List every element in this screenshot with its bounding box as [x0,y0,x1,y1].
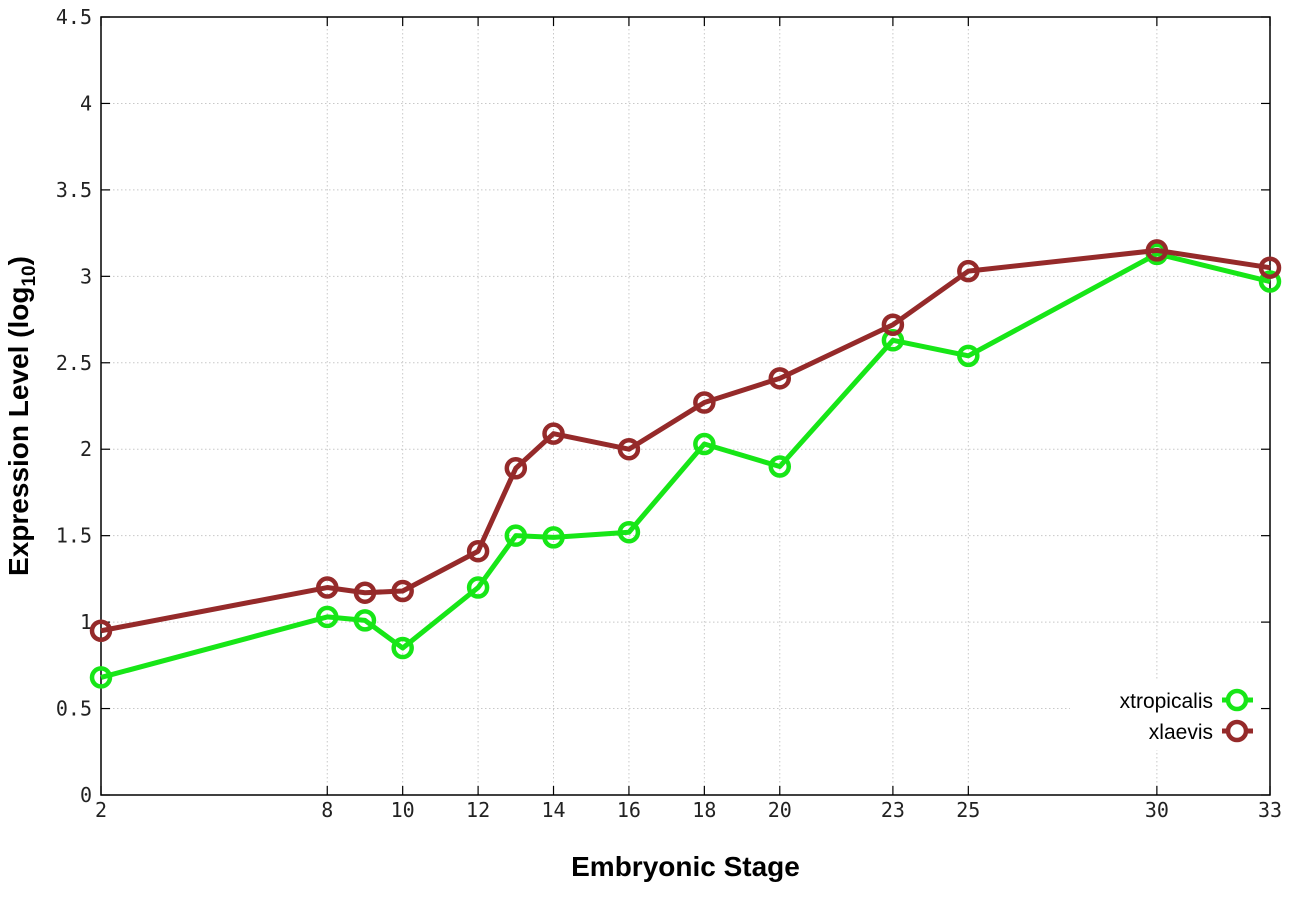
x-tick-label: 18 [692,798,716,822]
x-tick-label: 2 [95,798,107,822]
data-point-xtropicalis [957,344,980,368]
x-tick-label: 25 [956,798,980,822]
series-line-xtropicalis [100,251,1271,680]
x-tick-label: 30 [1145,798,1169,822]
x-tick-label: 23 [881,798,905,822]
x-tick-label: 20 [768,798,792,822]
data-point-xlaevis [1145,239,1169,262]
x-tick-label: 33 [1258,798,1282,822]
data-point-xtropicalis [617,520,641,544]
data-point-xtropicalis [316,605,339,629]
grid [101,17,1270,795]
x-axis-title: Embryonic Stage [571,851,800,882]
y-tick-label: 1 [80,610,92,634]
legend-background [1070,680,1260,750]
data-point-xtropicalis [881,329,905,352]
legend: xtropicalis xlaevis [1070,680,1260,750]
y-tick-label: 2 [80,437,92,461]
y-tick-label: 3 [80,264,92,288]
data-point-xtropicalis [542,526,565,549]
data-point-xtropicalis [504,524,528,547]
data-point-xtropicalis [89,666,113,689]
data-point-xlaevis [1258,256,1282,279]
y-tick-label: 0 [80,783,92,807]
plot-frame [100,16,1271,796]
data-point-xlaevis [391,579,414,603]
series-line-xlaevis [100,247,1271,634]
y-tick-label: 0.5 [56,697,92,721]
data-point-xtropicalis [768,455,792,478]
data-point-xlaevis [768,367,792,390]
axis-ticks: 0 0.5 1 1.5 2 2.5 3 3.5 4 4.5 2 8 10 12 14 16 18 20 23 25 30… [56,5,1282,822]
legend-marker-xlaevis [1225,719,1249,743]
data-point-xtropicalis [466,576,490,599]
data-point-xlaevis [504,456,528,480]
y-tick-label: 4.5 [56,5,92,29]
y-tick-label: 4 [80,91,92,115]
data-point-xtropicalis [391,636,414,660]
data-point-xlaevis [542,422,565,445]
x-tick-label: 8 [321,798,333,822]
legend-label-xlaevis: xlaevis [1149,721,1213,744]
y-tick-label: 3.5 [56,178,92,202]
data-point-xlaevis [881,313,905,336]
data-point-xtropicalis [353,609,377,632]
data-point-xlaevis [693,391,716,414]
data-point-xlaevis [316,576,339,599]
y-tick-label: 1.5 [56,524,92,548]
data-point-xlaevis [957,259,980,283]
series-group [89,239,1282,689]
data-point-xlaevis [353,581,377,604]
y-tick-label: 2.5 [56,351,92,375]
legend-label-xtropicalis: xtropicalis [1120,690,1213,713]
legend-marker-xtropicalis [1225,688,1249,712]
data-point-xlaevis [89,619,113,643]
data-point-xlaevis [466,539,490,563]
x-tick-label: 16 [617,798,641,822]
x-tick-label: 12 [466,798,490,822]
data-point-xtropicalis [1258,270,1282,293]
data-point-xlaevis [617,437,641,461]
x-tick-label: 10 [391,798,415,822]
x-tick-label: 14 [541,798,565,822]
y-axis-title: Expression Level (log10) [3,256,40,576]
data-point-xtropicalis [693,432,716,456]
